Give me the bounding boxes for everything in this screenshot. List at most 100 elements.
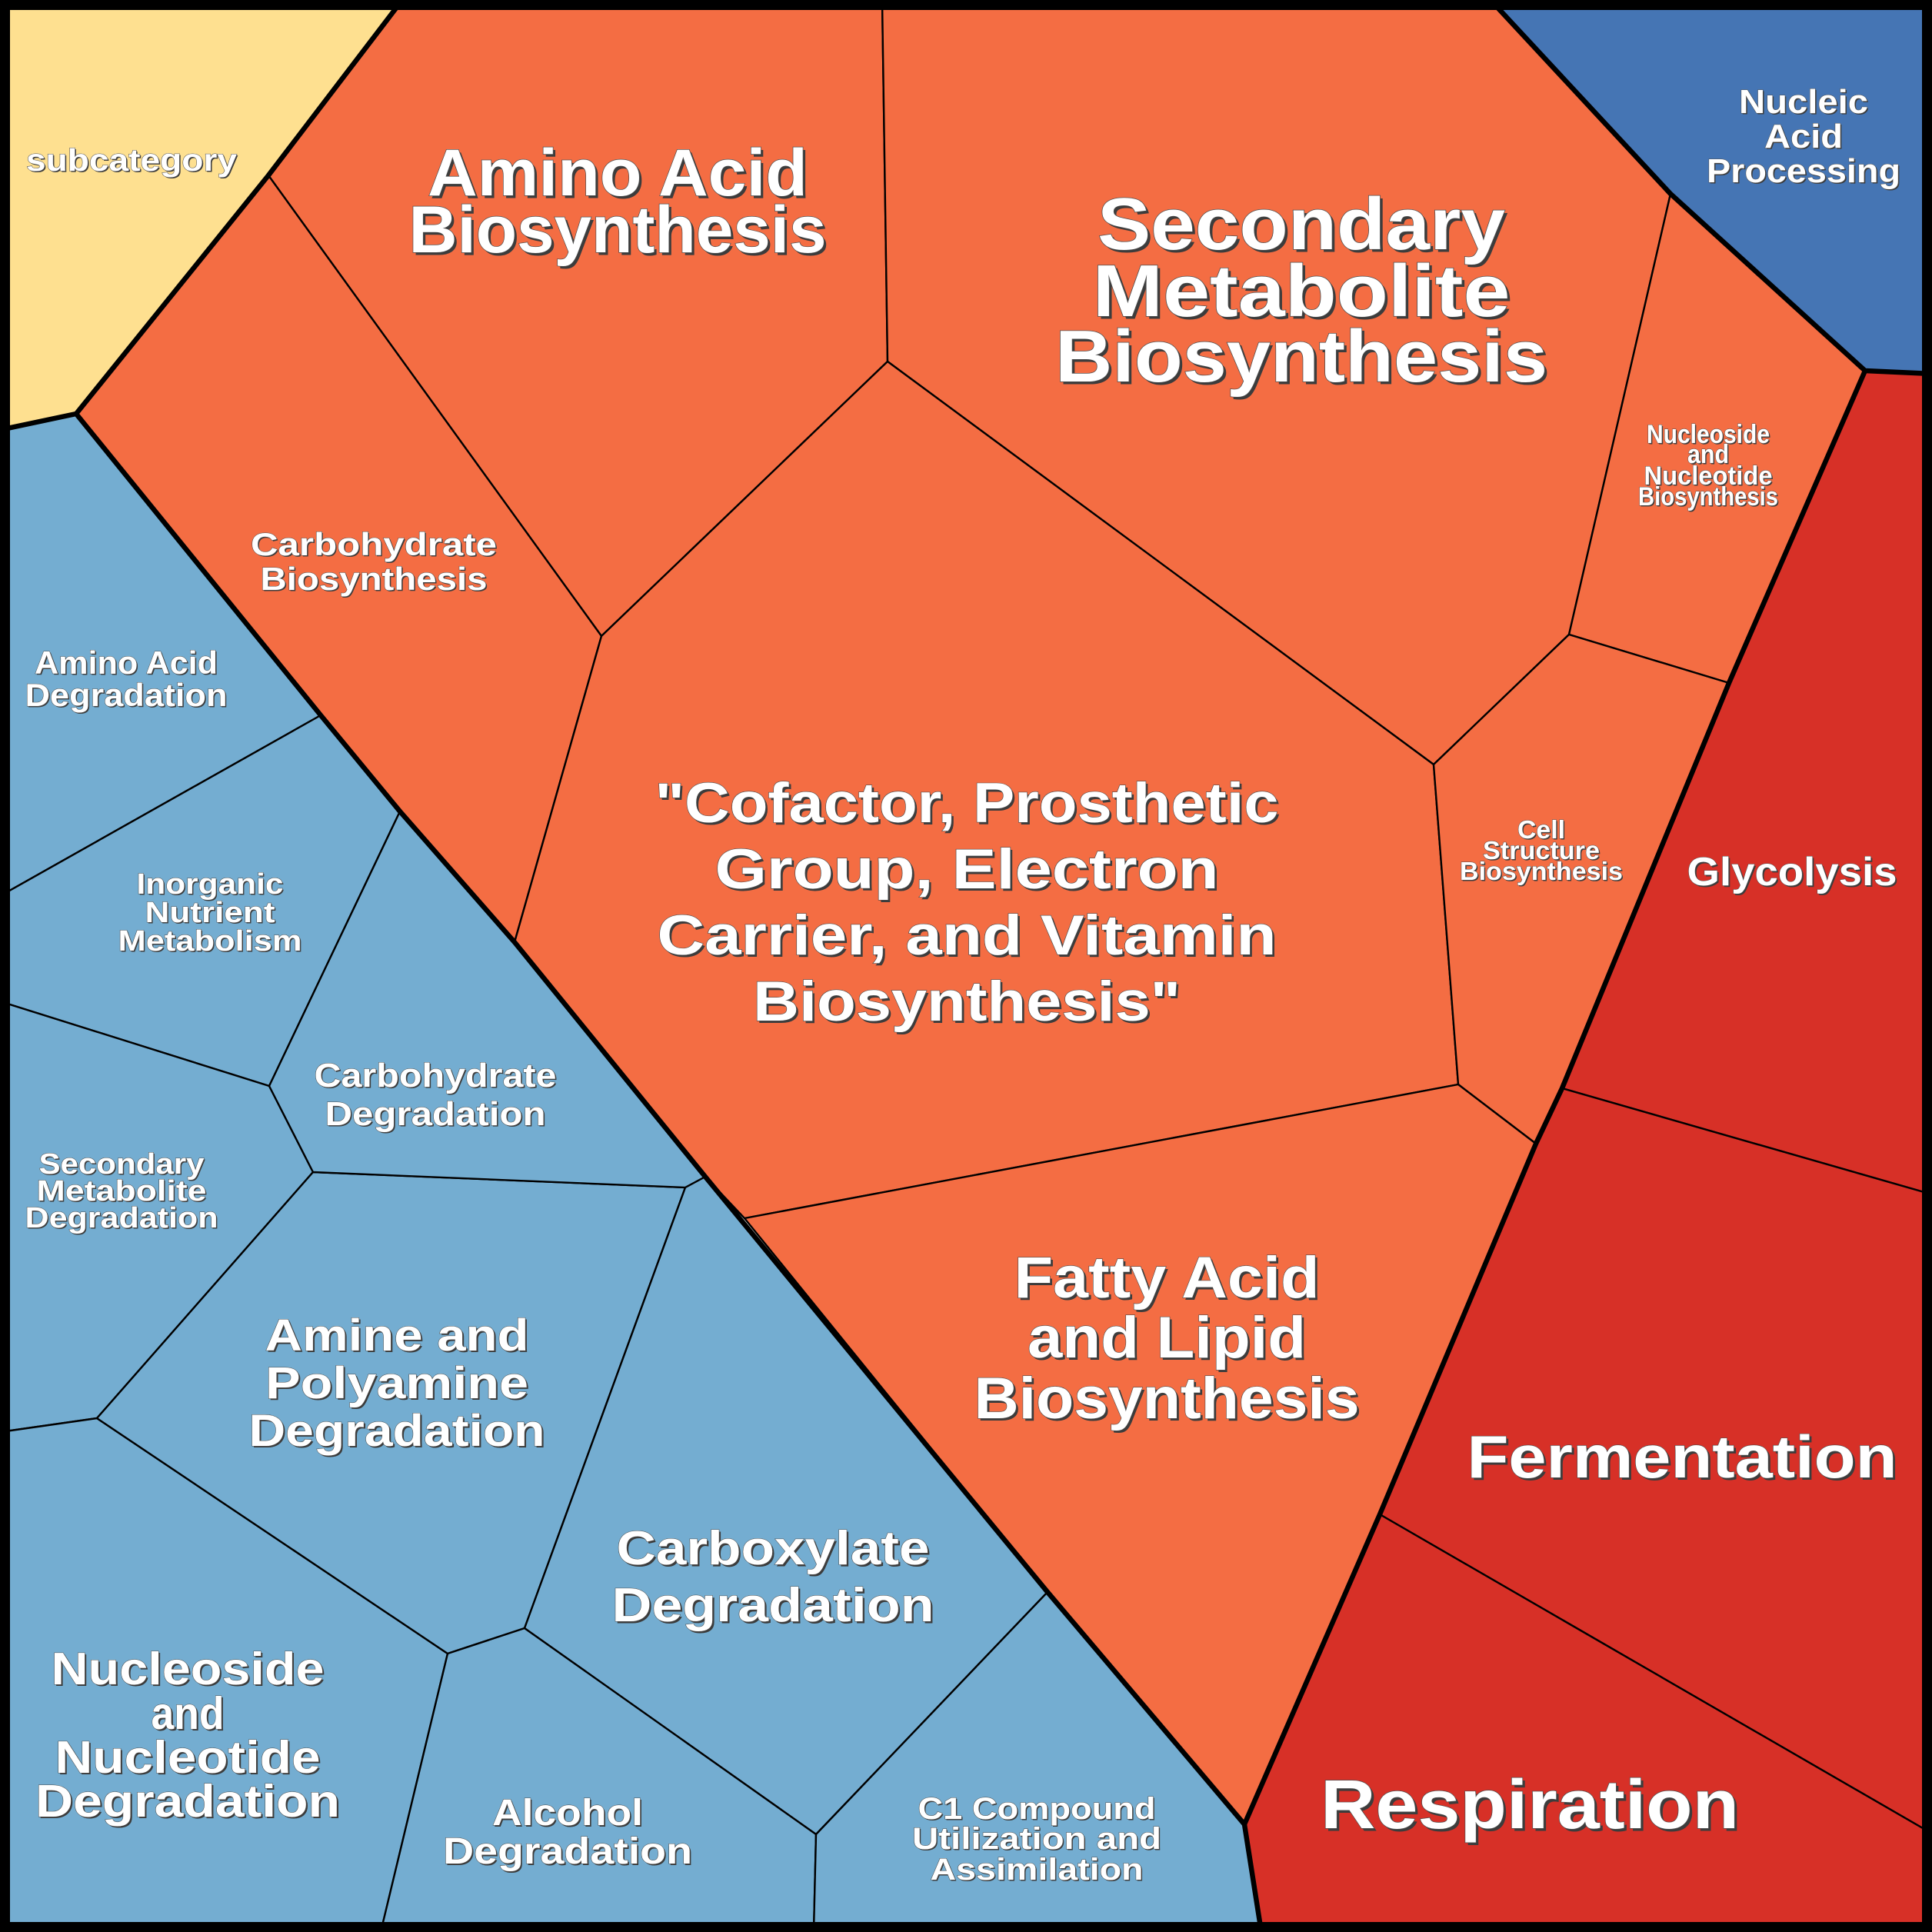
svg-text:Degradation: Degradation bbox=[443, 1831, 692, 1872]
svg-text:Fatty Acid: Fatty Acid bbox=[1016, 1247, 1321, 1313]
svg-text:Carboxylate: Carboxylate bbox=[617, 1522, 930, 1575]
svg-text:Carbohydrate: Carbohydrate bbox=[251, 526, 497, 562]
svg-text:Biosynthesis: Biosynthesis bbox=[261, 561, 488, 597]
svg-text:Carbohydrate: Carbohydrate bbox=[315, 1058, 558, 1096]
svg-text:Fermentation: Fermentation bbox=[1467, 1423, 1897, 1491]
svg-text:Processing: Processing bbox=[1707, 152, 1900, 190]
svg-text:Metabolite: Metabolite bbox=[37, 1175, 207, 1208]
svg-text:Structure: Structure bbox=[1484, 838, 1601, 866]
svg-text:Assimilation: Assimilation bbox=[931, 1853, 1144, 1887]
svg-text:"Cofactor, Prosthetic: "Cofactor, Prosthetic bbox=[655, 772, 1279, 834]
svg-text:Processing: Processing bbox=[1708, 154, 1902, 192]
svg-text:Biosynthesis: Biosynthesis bbox=[409, 193, 827, 267]
svg-text:Glycolysis: Glycolysis bbox=[1687, 850, 1897, 894]
svg-text:Nucleic: Nucleic bbox=[1739, 83, 1868, 121]
svg-text:Nucleic: Nucleic bbox=[1740, 85, 1870, 122]
svg-text:Nucleoside: Nucleoside bbox=[1647, 420, 1770, 449]
svg-text:Biosynthesis: Biosynthesis bbox=[974, 1366, 1360, 1431]
svg-text:Nutrient: Nutrient bbox=[145, 897, 275, 929]
svg-text:Glycolysis: Glycolysis bbox=[1689, 851, 1899, 896]
svg-text:and Lipid: and Lipid bbox=[1030, 1307, 1308, 1373]
svg-text:Polyamine: Polyamine bbox=[265, 1358, 528, 1408]
svg-text:Biosynthesis: Biosynthesis bbox=[1055, 315, 1547, 398]
svg-text:Degradation: Degradation bbox=[614, 1581, 936, 1634]
svg-text:Biosynthesis: Biosynthesis bbox=[1058, 318, 1551, 401]
svg-text:Nucleotide: Nucleotide bbox=[57, 1734, 322, 1784]
svg-text:Metabolite: Metabolite bbox=[38, 1177, 208, 1209]
svg-text:Biosynthesis": Biosynthesis" bbox=[753, 971, 1181, 1033]
svg-text:Degradation: Degradation bbox=[35, 1776, 340, 1827]
svg-text:Structure: Structure bbox=[1483, 836, 1600, 864]
svg-text:Secondary: Secondary bbox=[1101, 186, 1508, 268]
svg-text:Degradation: Degradation bbox=[25, 1202, 218, 1234]
svg-text:Amine and: Amine and bbox=[265, 1311, 529, 1361]
svg-text:Carbohydrate: Carbohydrate bbox=[315, 1057, 557, 1094]
svg-text:Biosynthesis: Biosynthesis bbox=[1638, 482, 1778, 511]
svg-text:Utilization and: Utilization and bbox=[912, 1822, 1161, 1856]
svg-text:Utilization and: Utilization and bbox=[914, 1824, 1163, 1857]
svg-text:Carrier, and Vitamin: Carrier, and Vitamin bbox=[658, 904, 1277, 967]
svg-text:Respiration: Respiration bbox=[1321, 1767, 1739, 1844]
svg-text:Degradation: Degradation bbox=[445, 1833, 694, 1874]
svg-text:Nucleotide: Nucleotide bbox=[1645, 463, 1774, 492]
svg-text:Cell: Cell bbox=[1519, 817, 1567, 845]
svg-text:subcategory: subcategory bbox=[26, 142, 237, 178]
svg-text:Degradation: Degradation bbox=[251, 1407, 547, 1457]
svg-text:Nutrient: Nutrient bbox=[146, 898, 276, 931]
svg-text:Biosynthesis: Biosynthesis bbox=[1640, 484, 1780, 513]
svg-text:Biosynthesis": Biosynthesis" bbox=[755, 973, 1183, 1035]
svg-text:Degradation: Degradation bbox=[26, 1204, 219, 1236]
svg-text:Polyamine: Polyamine bbox=[267, 1360, 530, 1410]
svg-text:Degradation: Degradation bbox=[325, 1095, 546, 1133]
svg-text:Fatty Acid: Fatty Acid bbox=[1014, 1245, 1320, 1311]
svg-text:Carrier, and Vitamin: Carrier, and Vitamin bbox=[659, 907, 1278, 969]
svg-text:Nucleoside: Nucleoside bbox=[53, 1645, 326, 1696]
svg-text:Amine and: Amine and bbox=[267, 1312, 531, 1362]
svg-text:Biosynthesis: Biosynthesis bbox=[1461, 858, 1624, 887]
svg-text:C1 Compound: C1 Compound bbox=[919, 1794, 1157, 1827]
svg-text:Alcohol: Alcohol bbox=[494, 1794, 645, 1835]
svg-text:Inorganic: Inorganic bbox=[138, 870, 285, 902]
svg-text:Degradation: Degradation bbox=[326, 1097, 547, 1134]
svg-text:Assimilation: Assimilation bbox=[931, 1854, 1144, 1888]
svg-text:C1 Compound: C1 Compound bbox=[918, 1792, 1156, 1826]
svg-text:Group, Electron: Group, Electron bbox=[717, 841, 1221, 903]
svg-text:Degradation: Degradation bbox=[37, 1777, 341, 1828]
svg-text:Respiration: Respiration bbox=[1323, 1769, 1741, 1846]
svg-text:Nucleoside: Nucleoside bbox=[52, 1644, 325, 1694]
svg-text:subcategory: subcategory bbox=[28, 144, 238, 179]
svg-text:Acid: Acid bbox=[1764, 118, 1843, 155]
svg-text:and Lipid: and Lipid bbox=[1028, 1305, 1306, 1371]
svg-text:Degradation: Degradation bbox=[612, 1579, 934, 1632]
svg-text:Nucleotide: Nucleotide bbox=[55, 1732, 321, 1783]
svg-text:Group, Electron: Group, Electron bbox=[715, 838, 1219, 901]
svg-text:Metabolite: Metabolite bbox=[1093, 250, 1511, 332]
svg-text:Degradation: Degradation bbox=[249, 1406, 545, 1456]
svg-text:Secondary: Secondary bbox=[40, 1150, 205, 1182]
svg-text:Alcohol: Alcohol bbox=[492, 1793, 643, 1834]
svg-text:Acid: Acid bbox=[1766, 119, 1844, 157]
svg-text:"Cofactor, Prosthetic: "Cofactor, Prosthetic bbox=[657, 774, 1281, 837]
svg-text:Nucleotide: Nucleotide bbox=[1644, 461, 1773, 491]
svg-text:Metabolism: Metabolism bbox=[118, 925, 302, 958]
svg-text:Biosynthesis: Biosynthesis bbox=[261, 562, 488, 598]
svg-text:Amino Acid: Amino Acid bbox=[36, 646, 219, 682]
svg-text:Carboxylate: Carboxylate bbox=[618, 1524, 931, 1577]
svg-text:Biosynthesis: Biosynthesis bbox=[411, 195, 829, 269]
svg-text:Amino Acid: Amino Acid bbox=[428, 136, 808, 210]
svg-text:Metabolism: Metabolism bbox=[119, 927, 303, 959]
svg-text:Secondary: Secondary bbox=[1098, 183, 1505, 265]
svg-text:Metabolite: Metabolite bbox=[1095, 253, 1513, 335]
svg-text:and: and bbox=[152, 1688, 225, 1739]
svg-text:Nucleoside: Nucleoside bbox=[1648, 421, 1771, 451]
svg-text:and: and bbox=[1687, 440, 1729, 469]
svg-text:Cell: Cell bbox=[1517, 815, 1565, 844]
svg-text:Amino Acid: Amino Acid bbox=[35, 645, 218, 681]
svg-text:Secondary: Secondary bbox=[39, 1148, 205, 1181]
svg-text:Degradation: Degradation bbox=[25, 677, 228, 713]
svg-text:Amino Acid: Amino Acid bbox=[430, 138, 810, 212]
svg-text:Biosynthesis: Biosynthesis bbox=[976, 1368, 1361, 1434]
svg-text:Biosynthesis: Biosynthesis bbox=[1460, 857, 1623, 885]
svg-text:and: and bbox=[153, 1690, 226, 1740]
svg-text:Carbohydrate: Carbohydrate bbox=[252, 528, 498, 564]
